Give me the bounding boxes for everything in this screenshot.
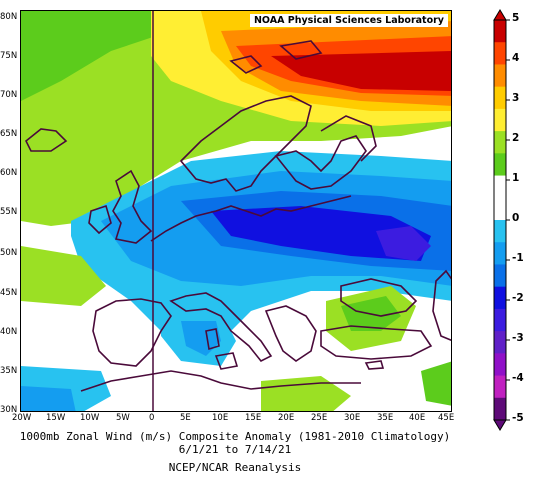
color-bar-segment: [494, 397, 506, 421]
lat-label: 60N: [0, 168, 18, 178]
lon-label: 40E: [409, 413, 426, 423]
lon-label: 45E: [438, 413, 455, 423]
color-bar-segment: [494, 86, 506, 110]
lon-label: 10E: [212, 413, 229, 423]
lat-label: 55N: [0, 207, 18, 217]
lon-label: 30E: [344, 413, 361, 423]
lat-label: 50N: [0, 248, 18, 258]
color-bar-segment: [494, 375, 506, 399]
caption-title: 1000mb Zonal Wind (m/s) Composite Anomal…: [19, 430, 451, 443]
anomaly-east-green: [421, 361, 451, 406]
color-bar-label: -5: [512, 412, 524, 424]
anomaly-africa-green: [261, 376, 351, 411]
color-bar-segment: [494, 197, 506, 221]
lon-label: 20W: [12, 413, 32, 423]
anomaly-green-nw: [21, 11, 171, 101]
color-bar-segment: [494, 153, 506, 177]
anomaly-atlantic-green: [21, 246, 106, 306]
anomaly-sw-blue-core: [21, 386, 76, 411]
color-bar-segment: [494, 220, 506, 243]
lat-label: 45N: [0, 288, 18, 298]
color-bar: [493, 9, 510, 431]
lon-label: 0: [149, 413, 155, 423]
color-bar-label: -2: [512, 292, 524, 304]
color-bar-segment: [494, 175, 506, 199]
credit-label: NOAA Physical Sciences Laboratory: [249, 14, 448, 27]
color-bar-segments: [493, 9, 510, 431]
color-bar-segment: [494, 108, 506, 132]
color-bar-label: -3: [512, 332, 524, 344]
lon-label: 5E: [180, 413, 191, 423]
color-bar-segment: [494, 20, 506, 43]
coastlines: [24, 40, 451, 392]
wind-anomaly-map: NOAA Physical Sciences Laboratory: [20, 10, 452, 412]
lon-label: 35E: [377, 413, 394, 423]
color-bar-segment: [494, 242, 506, 265]
color-bar-label: 3: [512, 92, 520, 104]
color-bar-segment: [494, 264, 506, 288]
color-bar-segment: [494, 42, 506, 65]
anomaly-violet: [376, 226, 431, 261]
lat-label: 80N: [0, 12, 18, 22]
color-bar-label: 0: [512, 212, 520, 224]
color-bar-label: 1: [512, 172, 520, 184]
map-canvas: [21, 11, 451, 411]
lon-label: 15E: [245, 413, 262, 423]
anomaly-navy: [211, 206, 431, 261]
lon-label: 5W: [116, 413, 130, 423]
color-bar-label: 5: [512, 12, 520, 24]
color-bar-label: 4: [512, 52, 520, 64]
color-bar-segment: [494, 353, 506, 377]
color-bar-label: -4: [512, 372, 524, 384]
color-bar-segment: [494, 64, 506, 88]
lat-label: 75N: [0, 51, 18, 61]
anomaly-red: [271, 51, 451, 91]
lat-label: 70N: [0, 90, 18, 100]
color-bar-segment: [494, 131, 506, 154]
lon-label: 10W: [80, 413, 100, 423]
color-bar-label: 2: [512, 132, 520, 144]
color-bar-top-arrow: [493, 9, 507, 21]
lon-label: 15W: [46, 413, 66, 423]
lat-label: 35N: [0, 366, 18, 376]
lat-label: 65N: [0, 129, 18, 139]
color-bar-label: -1: [512, 252, 524, 264]
caption-source: NCEP/NCAR Reanalysis: [168, 461, 302, 474]
caption-dates: 6/1/21 to 7/14/21: [178, 443, 292, 456]
lat-label: 40N: [0, 327, 18, 337]
color-bar-bottom-arrow: [493, 419, 507, 431]
color-bar-segment: [494, 331, 506, 354]
lon-label: 20E: [278, 413, 295, 423]
lon-label: 25E: [311, 413, 328, 423]
color-bar-segment: [494, 286, 506, 310]
lat-label: 30N: [0, 405, 18, 415]
color-bar-segment: [494, 308, 506, 332]
